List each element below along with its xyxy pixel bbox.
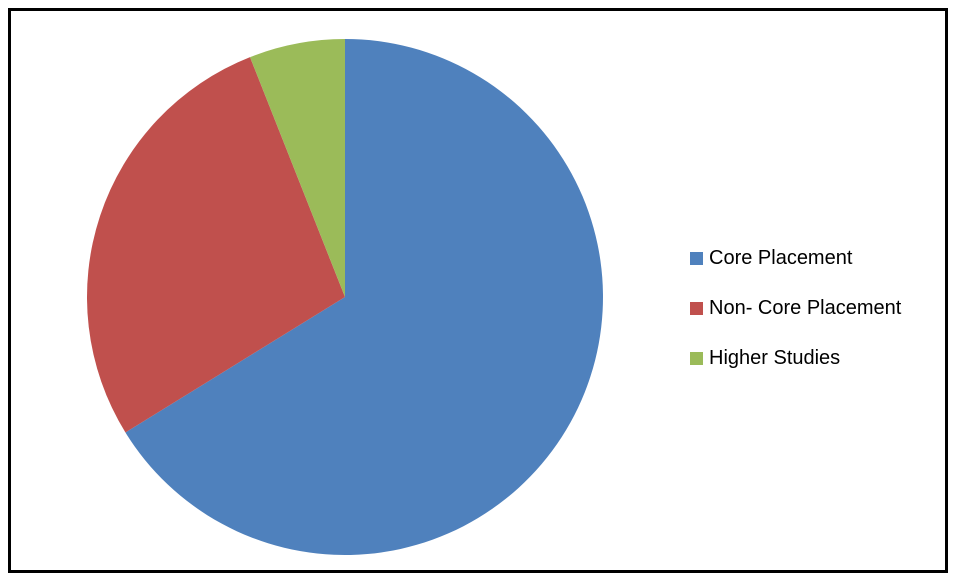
legend-item-higher-studies: Higher Studies — [690, 333, 901, 383]
legend-swatch-core-placement — [690, 252, 703, 265]
legend-label-core-placement: Core Placement — [709, 247, 852, 270]
legend: Core Placement Non- Core Placement Highe… — [690, 233, 901, 383]
legend-swatch-higher-studies — [690, 352, 703, 365]
legend-item-non-core-placement: Non- Core Placement — [690, 283, 901, 333]
legend-item-core-placement: Core Placement — [690, 233, 901, 283]
pie-slices — [87, 39, 603, 555]
legend-swatch-non-core-placement — [690, 302, 703, 315]
legend-label-higher-studies: Higher Studies — [709, 347, 840, 370]
legend-label-non-core-placement: Non- Core Placement — [709, 297, 901, 320]
